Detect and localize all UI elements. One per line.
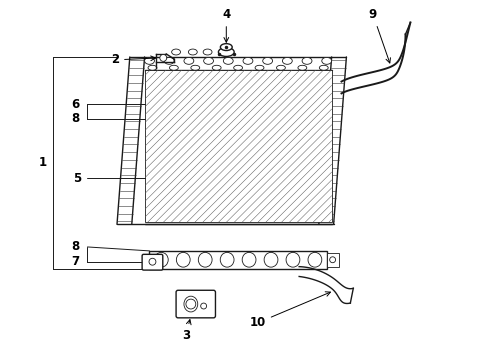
Text: 8: 8 xyxy=(72,240,79,253)
Ellipse shape xyxy=(148,65,157,70)
FancyBboxPatch shape xyxy=(176,290,216,318)
Ellipse shape xyxy=(164,58,174,64)
Text: 3: 3 xyxy=(182,320,191,342)
Ellipse shape xyxy=(243,58,253,64)
Ellipse shape xyxy=(264,252,278,267)
Ellipse shape xyxy=(234,65,243,70)
Ellipse shape xyxy=(198,252,212,267)
Ellipse shape xyxy=(212,65,221,70)
Ellipse shape xyxy=(302,58,312,64)
Ellipse shape xyxy=(204,58,214,64)
Text: 2: 2 xyxy=(111,53,155,66)
Ellipse shape xyxy=(298,65,307,70)
Text: 4: 4 xyxy=(222,8,230,42)
Text: 10: 10 xyxy=(250,292,330,329)
Ellipse shape xyxy=(203,49,212,55)
Ellipse shape xyxy=(242,252,256,267)
Text: 7: 7 xyxy=(72,255,79,268)
Text: 8: 8 xyxy=(72,112,79,125)
Bar xyxy=(145,70,332,222)
Bar xyxy=(327,253,339,267)
Ellipse shape xyxy=(263,58,272,64)
Ellipse shape xyxy=(276,65,285,70)
Circle shape xyxy=(186,299,196,309)
Ellipse shape xyxy=(319,65,328,70)
Circle shape xyxy=(201,303,207,309)
Ellipse shape xyxy=(170,65,178,70)
Text: 5: 5 xyxy=(74,171,82,185)
Ellipse shape xyxy=(219,48,234,57)
Ellipse shape xyxy=(172,49,180,55)
Ellipse shape xyxy=(188,49,197,55)
Ellipse shape xyxy=(220,44,232,50)
Bar xyxy=(149,251,327,269)
Ellipse shape xyxy=(220,252,234,267)
Ellipse shape xyxy=(286,252,300,267)
Circle shape xyxy=(149,258,156,265)
Ellipse shape xyxy=(184,296,198,312)
Text: 9: 9 xyxy=(369,8,391,63)
Text: 6: 6 xyxy=(72,98,79,111)
Circle shape xyxy=(330,257,336,263)
Ellipse shape xyxy=(191,65,200,70)
Ellipse shape xyxy=(145,58,154,64)
Ellipse shape xyxy=(282,58,292,64)
Ellipse shape xyxy=(255,65,264,70)
FancyBboxPatch shape xyxy=(142,254,163,270)
Ellipse shape xyxy=(176,252,190,267)
Ellipse shape xyxy=(184,58,194,64)
Ellipse shape xyxy=(223,58,233,64)
Text: 1: 1 xyxy=(39,156,47,169)
Ellipse shape xyxy=(322,58,332,64)
Ellipse shape xyxy=(154,252,168,267)
Ellipse shape xyxy=(308,252,322,267)
Circle shape xyxy=(160,54,167,61)
